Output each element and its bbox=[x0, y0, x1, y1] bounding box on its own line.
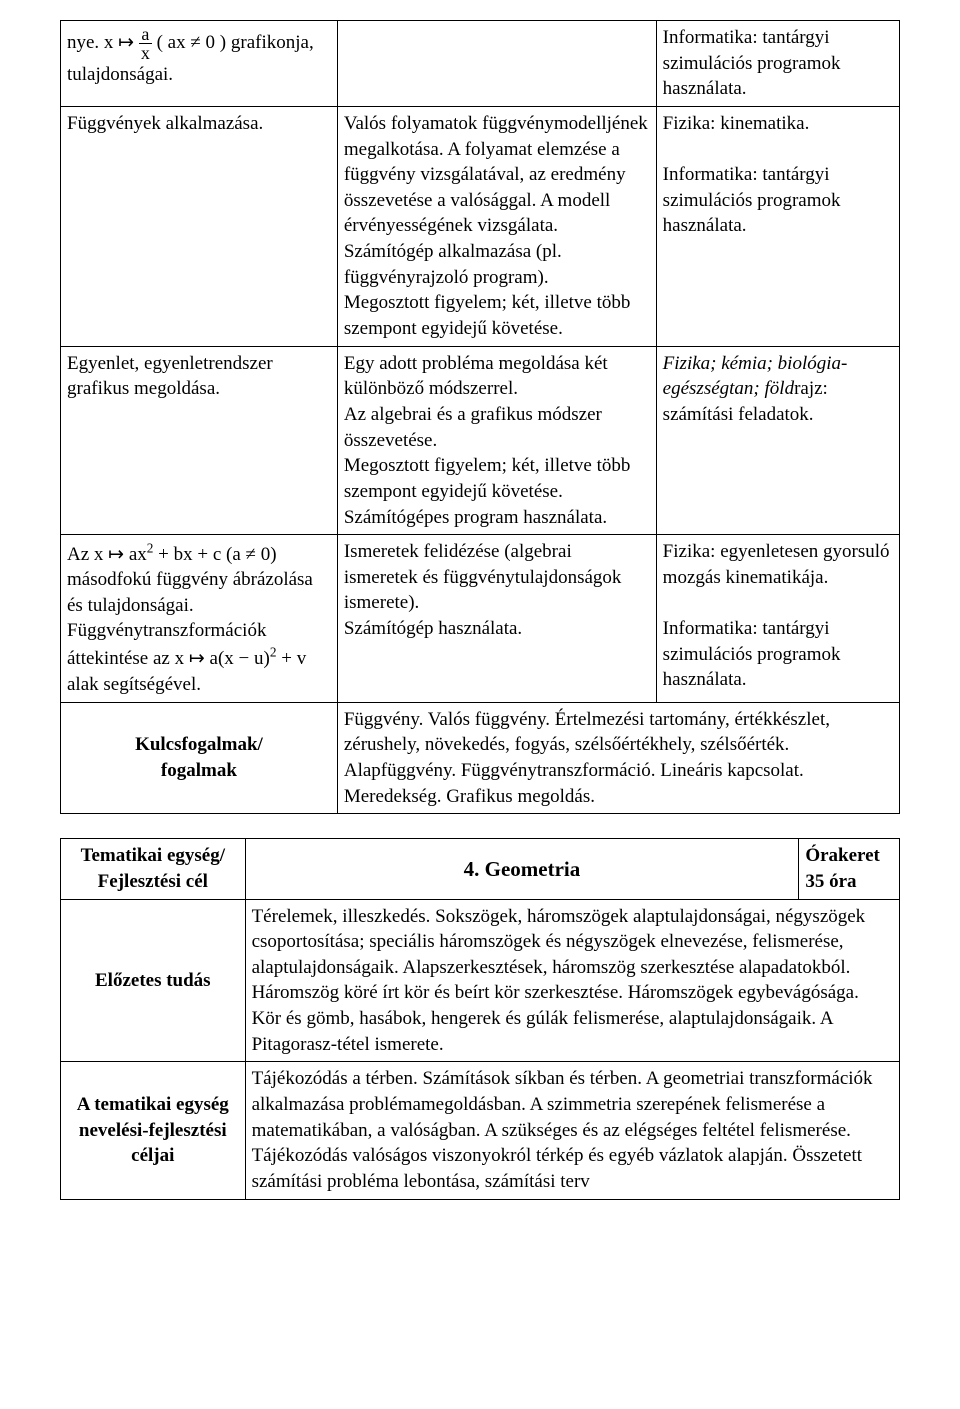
header-center: 4. Geometria bbox=[245, 839, 799, 899]
cell-links: Informatika: tantárgyi szimulációs progr… bbox=[656, 21, 899, 107]
cell-text: A tematikai egység nevelési-fejlesztési … bbox=[77, 1094, 229, 1166]
cell-text: Az x ↦ ax2 + bx + c (a ≠ 0) másodfokú fü… bbox=[67, 544, 313, 696]
cell-text: Valós folyamatok függvénymodelljének meg… bbox=[344, 113, 648, 339]
key-concepts-label: Kulcsfogalmak/fogalmak bbox=[61, 702, 338, 814]
cell-links: Fizika: kinematika.Informatika: tantárgy… bbox=[656, 106, 899, 346]
header-left: Tematikai egység/Fejlesztési cél bbox=[61, 839, 246, 899]
cell-desc: Egy adott probléma megoldása két különbö… bbox=[337, 346, 656, 534]
key-concepts-text: Függvény. Valós függvény. Értelmezési ta… bbox=[337, 702, 899, 814]
header-right: Órakeret35 óra bbox=[799, 839, 900, 899]
key-concepts-row: Kulcsfogalmak/fogalmak Függvény. Valós f… bbox=[61, 702, 900, 814]
cell-links: Fizika; kémia; biológia-egészségtan; föl… bbox=[656, 346, 899, 534]
row-text: Térelemek, illeszkedés. Sokszögek, három… bbox=[245, 899, 899, 1062]
table-row: Előzetes tudás Térelemek, illeszkedés. S… bbox=[61, 899, 900, 1062]
row-label: Előzetes tudás bbox=[61, 899, 246, 1062]
cell-topic: Függvények alkalmazása. bbox=[61, 106, 338, 346]
header-row: Tematikai egység/Fejlesztési cél 4. Geom… bbox=[61, 839, 900, 899]
cell-text: Tematikai egység/Fejlesztési cél bbox=[81, 845, 225, 892]
table-row: Egyenlet, egyenletrendszer grafikus mego… bbox=[61, 346, 900, 534]
cell-text: Térelemek, illeszkedés. Sokszögek, három… bbox=[252, 906, 866, 1055]
content-table-geometry: Tematikai egység/Fejlesztési cél 4. Geom… bbox=[60, 838, 900, 1199]
cell-text: Órakeret35 óra bbox=[805, 845, 880, 892]
cell-topic: Egyenlet, egyenletrendszer grafikus mego… bbox=[61, 346, 338, 534]
cell-text: 4. Geometria bbox=[464, 857, 581, 881]
row-label: A tematikai egység nevelési-fejlesztési … bbox=[61, 1062, 246, 1199]
cell-desc bbox=[337, 21, 656, 107]
table-row: Függvények alkalmazása. Valós folyamatok… bbox=[61, 106, 900, 346]
row-text: Tájékozódás a térben. Számítások síkban … bbox=[245, 1062, 899, 1199]
cell-desc: Valós folyamatok függvénymodelljének meg… bbox=[337, 106, 656, 346]
cell-text: Tájékozódás a térben. Számítások síkban … bbox=[252, 1068, 873, 1192]
cell-text: Előzetes tudás bbox=[95, 970, 211, 991]
cell-text: Egyenlet, egyenletrendszer grafikus mego… bbox=[67, 353, 273, 400]
cell-text: nye. x ↦ ax ( ax ≠ 0 ) grafikonja, tulaj… bbox=[67, 32, 314, 85]
cell-text: Fizika; kémia; biológia-egészségtan; föl… bbox=[663, 353, 848, 425]
cell-text: Fizika: kinematika.Informatika: tantárgy… bbox=[663, 113, 841, 237]
cell-text: Kulcsfogalmak/fogalmak bbox=[135, 734, 263, 781]
cell-text: Fizika: egyenletesen gyorsuló mozgás kin… bbox=[663, 541, 890, 690]
cell-text: Egy adott probléma megoldása két különbö… bbox=[344, 353, 631, 528]
cell-text: Ismeretek felidézése (algebrai ismeretek… bbox=[344, 541, 622, 639]
cell-text: Informatika: tantárgyi szimulációs progr… bbox=[663, 27, 841, 99]
cell-topic: nye. x ↦ ax ( ax ≠ 0 ) grafikonja, tulaj… bbox=[61, 21, 338, 107]
table-row: Az x ↦ ax2 + bx + c (a ≠ 0) másodfokú fü… bbox=[61, 535, 900, 703]
content-table-functions: nye. x ↦ ax ( ax ≠ 0 ) grafikonja, tulaj… bbox=[60, 20, 900, 814]
cell-desc: Ismeretek felidézése (algebrai ismeretek… bbox=[337, 535, 656, 703]
table-row: nye. x ↦ ax ( ax ≠ 0 ) grafikonja, tulaj… bbox=[61, 21, 900, 107]
cell-topic: Az x ↦ ax2 + bx + c (a ≠ 0) másodfokú fü… bbox=[61, 535, 338, 703]
table-row: A tematikai egység nevelési-fejlesztési … bbox=[61, 1062, 900, 1199]
cell-text: Függvény. Valós függvény. Értelmezési ta… bbox=[344, 709, 830, 807]
cell-text: Függvények alkalmazása. bbox=[67, 113, 263, 134]
cell-links: Fizika: egyenletesen gyorsuló mozgás kin… bbox=[656, 535, 899, 703]
